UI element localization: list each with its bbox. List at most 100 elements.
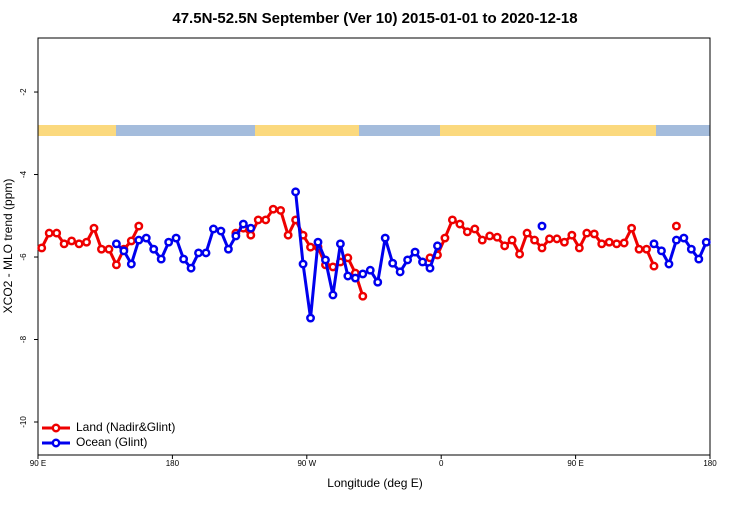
data-point <box>37 243 47 253</box>
x-tick-label: 180 <box>166 459 180 468</box>
legend: Land (Nadir&Glint)Ocean (Glint) <box>42 420 175 449</box>
data-point <box>492 232 502 242</box>
data-point <box>545 234 554 244</box>
data-point <box>201 248 211 258</box>
data-point <box>701 237 711 247</box>
data-point <box>82 237 91 247</box>
y-tick-label: -6 <box>19 253 28 261</box>
data-point <box>552 234 562 244</box>
data-point <box>89 223 99 233</box>
data-point <box>559 237 569 247</box>
data-point <box>470 224 480 234</box>
data-point <box>358 269 368 279</box>
data-point <box>649 239 659 249</box>
data-point <box>238 219 248 229</box>
chart-title: 47.5N-52.5N September (Ver 10) 2015-01-0… <box>172 10 577 27</box>
data-point <box>522 228 532 238</box>
data-point <box>171 233 181 243</box>
data-point <box>425 263 435 273</box>
data-point <box>104 244 114 254</box>
data-point <box>156 254 166 264</box>
legend-label: Land (Nadir&Glint) <box>76 420 175 434</box>
data-point <box>537 221 547 231</box>
data-point <box>253 215 263 225</box>
data-point <box>283 230 293 240</box>
data-point <box>671 221 681 231</box>
data-point <box>119 246 129 256</box>
data-point <box>515 249 525 259</box>
x-tick-label: 180 <box>703 459 717 468</box>
data-point <box>126 236 136 246</box>
data-point <box>164 237 174 247</box>
data-point <box>664 259 674 269</box>
data-point <box>433 241 442 251</box>
x-tick-label: 90 W <box>297 459 316 468</box>
data-point <box>642 244 651 254</box>
data-point <box>455 219 465 229</box>
y-tick-label: -2 <box>19 88 28 96</box>
data-point <box>358 291 368 301</box>
land-band <box>38 125 116 136</box>
data-point <box>231 231 241 241</box>
x-tick-label: 90 E <box>567 459 583 468</box>
x-tick-label: 0 <box>439 459 444 468</box>
y-axis-label: XCO2 - MLO trend (ppm) <box>1 179 15 314</box>
data-point <box>223 244 233 254</box>
data-point <box>126 259 136 269</box>
data-point <box>380 233 390 243</box>
data-point <box>537 243 547 253</box>
data-point <box>373 277 383 287</box>
data-point <box>567 230 577 240</box>
data-point <box>388 258 398 268</box>
data-point <box>395 267 405 277</box>
land-band <box>440 125 656 136</box>
legend-marker <box>51 438 61 448</box>
data-point <box>59 239 69 249</box>
data-point <box>216 226 226 236</box>
ocean-band <box>38 125 710 136</box>
data-point <box>582 228 592 238</box>
data-point <box>627 223 637 233</box>
data-point <box>97 244 106 254</box>
data-point <box>328 290 338 300</box>
data-point <box>485 231 495 241</box>
data-point <box>306 313 315 323</box>
data-point <box>657 246 666 256</box>
data-point <box>268 204 278 214</box>
data-point <box>111 239 121 249</box>
data-point <box>298 259 308 269</box>
data-point <box>619 238 629 248</box>
data-point <box>306 242 315 252</box>
data-point <box>44 228 54 238</box>
data-point <box>597 239 607 249</box>
data-point <box>328 262 338 272</box>
data-point <box>111 260 121 270</box>
data-point <box>246 223 256 233</box>
data-point <box>418 257 427 267</box>
data-point <box>313 237 323 247</box>
data-point <box>530 235 539 245</box>
data-point <box>134 235 144 245</box>
y-tick-label: -4 <box>19 170 28 178</box>
data-point <box>440 233 450 243</box>
y-tick-label: -10 <box>19 416 28 428</box>
data-point <box>649 261 659 271</box>
data-point <box>574 243 584 253</box>
x-tick-label: 90 E <box>30 459 46 468</box>
data-point <box>141 233 151 243</box>
data-point <box>589 229 599 239</box>
data-point <box>276 205 286 215</box>
data-point <box>134 221 144 231</box>
data-point <box>149 244 159 254</box>
data-point <box>679 233 689 243</box>
data-point <box>186 263 196 273</box>
data-point <box>403 255 413 265</box>
land-ocean-strip <box>38 125 710 136</box>
data-point <box>52 228 62 238</box>
data-point <box>671 235 681 245</box>
data-point <box>335 239 345 249</box>
data-point <box>477 235 487 245</box>
data-point <box>507 235 517 245</box>
data-point <box>686 244 696 254</box>
